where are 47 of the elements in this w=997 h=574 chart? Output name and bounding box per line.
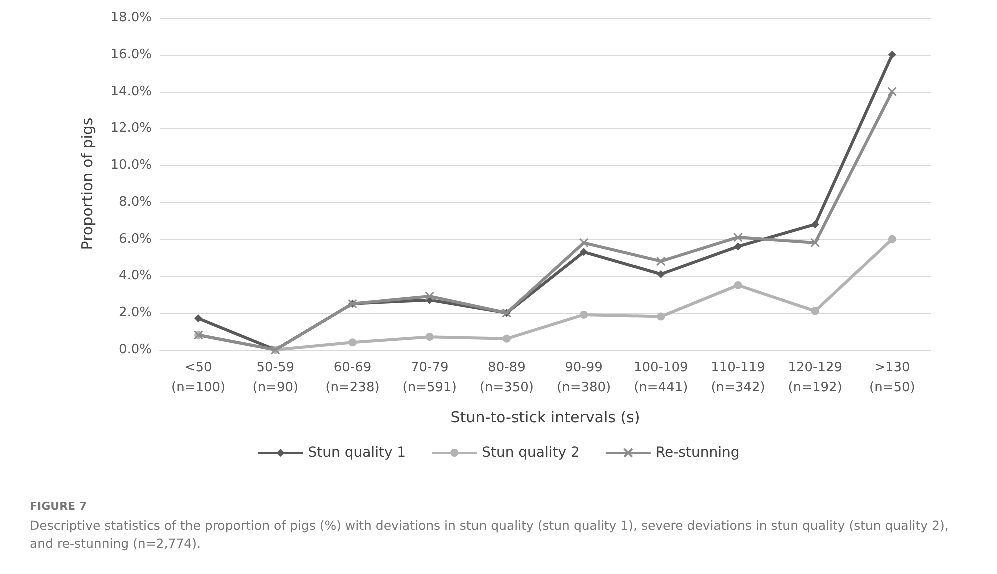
x-tick-label: 60-69 (n=238) bbox=[326, 360, 380, 396]
y-tick-label: 16.0% bbox=[110, 47, 152, 62]
text: Descriptive statistics of the proportion of pigs (%) with deviations in stun quality (stun quality 1), severe deviations in stun quality (stun quality 2), and re-stunning (n=2,774). bbox=[30, 517, 950, 553]
y-tick-label: 2.0% bbox=[118, 306, 152, 321]
point bbox=[502, 334, 511, 343]
caption: FIGURE 7 bbox=[30, 500, 88, 513]
point bbox=[811, 307, 820, 316]
point bbox=[579, 238, 589, 248]
y-tick-label: 14.0% bbox=[110, 84, 152, 100]
x-tick-label: >130 (n=50) bbox=[870, 360, 916, 396]
x-tick-label: <50 (n=100) bbox=[172, 360, 226, 396]
point bbox=[426, 333, 434, 342]
y-tick-label: 10.0% bbox=[110, 158, 152, 174]
x-tick-label: 120-129 (n=192) bbox=[788, 360, 843, 396]
x-tick-label: 70-79 (n=591) bbox=[402, 360, 457, 396]
y-axis-title: Proportion of pigs bbox=[78, 118, 96, 250]
point bbox=[194, 314, 203, 323]
x-tick-label: 110-119 (n=342) bbox=[711, 360, 766, 396]
legend-label: Stun quality 1 bbox=[308, 445, 406, 461]
point bbox=[657, 270, 666, 278]
y-tick-label: 6.0% bbox=[118, 232, 152, 247]
y-tick-label: 18.0% bbox=[110, 10, 152, 26]
y-tick-label: 0.0% bbox=[118, 342, 152, 358]
point bbox=[734, 232, 743, 242]
x-axis-title: Stun-to-stick intervals (s) bbox=[450, 408, 640, 426]
point bbox=[810, 238, 820, 248]
point bbox=[734, 281, 742, 290]
legend-label: Stun quality 2 bbox=[482, 445, 580, 461]
point bbox=[425, 292, 435, 302]
y-tick-label: 4.0% bbox=[118, 268, 152, 284]
point bbox=[888, 235, 896, 244]
x-tick-label: 90-99 (n=380) bbox=[557, 360, 612, 396]
y-tick-label: 8.0% bbox=[118, 194, 152, 210]
x-tick-label: 80-89 (n=350) bbox=[480, 360, 534, 396]
point bbox=[888, 87, 898, 97]
point bbox=[656, 256, 666, 266]
point bbox=[580, 310, 588, 319]
legend-label: Re-stunning bbox=[656, 445, 740, 461]
point bbox=[811, 220, 820, 229]
x-tick-label: 100-109 (n=441) bbox=[634, 360, 688, 396]
point bbox=[580, 248, 588, 256]
point bbox=[888, 50, 896, 59]
point bbox=[734, 242, 742, 251]
y-tick-label: 12.0% bbox=[110, 121, 152, 136]
point bbox=[657, 312, 666, 321]
x-tick-label: 50-59 (n=90) bbox=[252, 360, 299, 396]
point bbox=[348, 338, 357, 347]
